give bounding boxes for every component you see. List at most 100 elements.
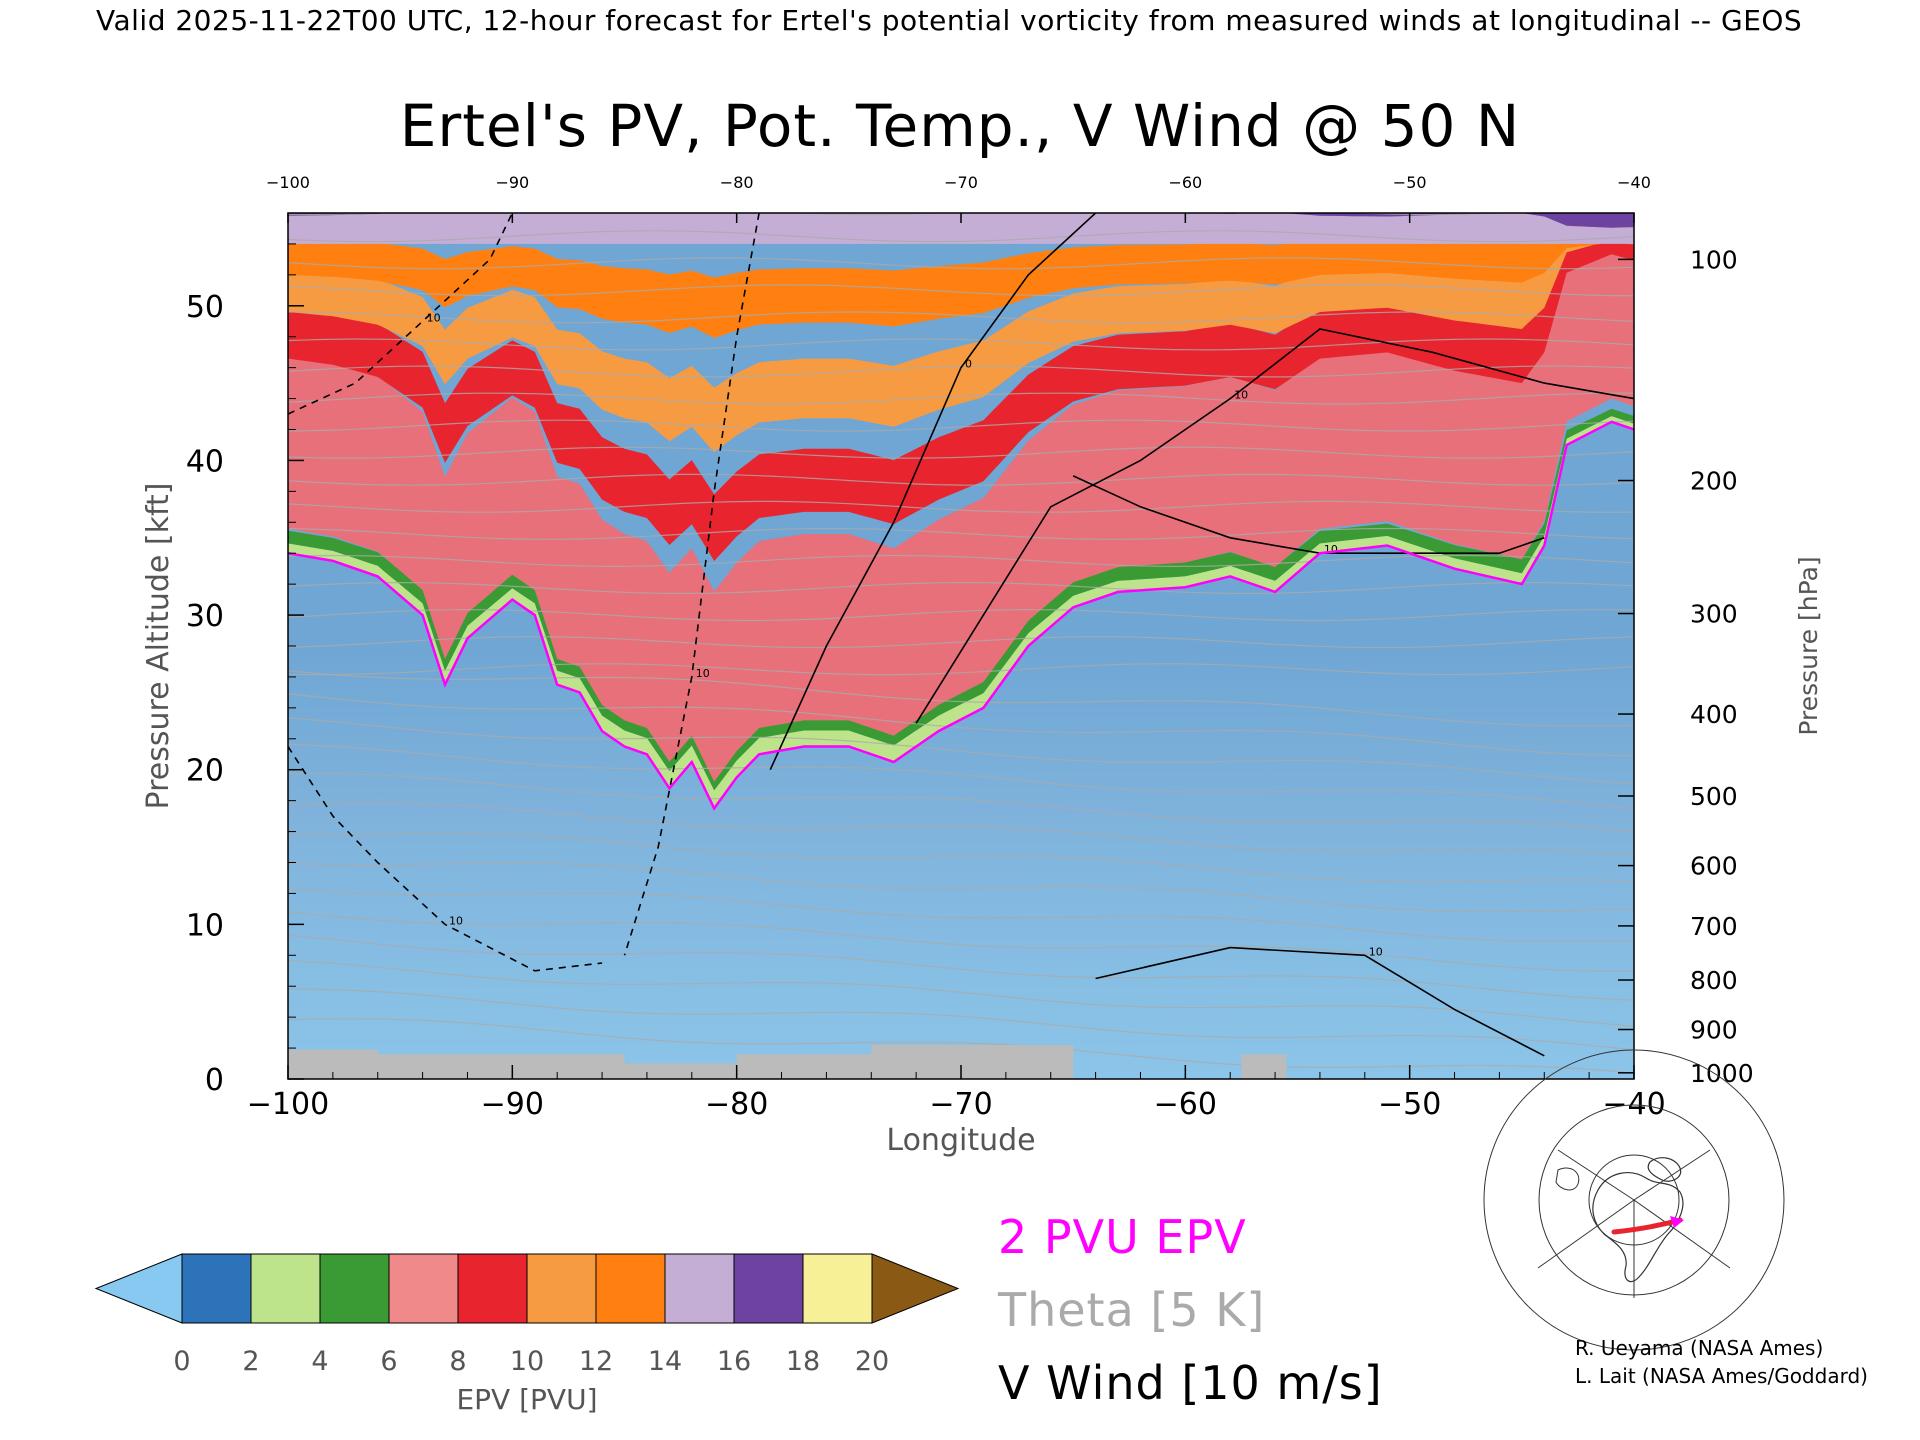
pv-band-6 (288, 213, 1634, 244)
colorbar-segment (181, 1253, 252, 1324)
theta-isentrope (288, 311, 1634, 324)
x-tick-label: −80 (705, 1087, 768, 1122)
theta-isentrope (288, 743, 1634, 810)
legend-2pvu: 2 PVU EPV (998, 1210, 1247, 1264)
theta-isentrope (288, 392, 1634, 405)
colorbar-segment (802, 1253, 873, 1324)
colorbar-tick-label: 4 (311, 1346, 328, 1377)
v-wind-contour-label: 10 (449, 914, 463, 927)
colorbar-tick-label: 0 (173, 1346, 190, 1377)
v-wind-contour (769, 213, 1097, 771)
colorbar-segment (595, 1253, 666, 1324)
theta-isentrope (288, 862, 1634, 913)
credit-lait: L. Lait (NASA Ames/Goddard) (1575, 1364, 1868, 1388)
v-wind-contour-label: 10 (427, 311, 441, 324)
colorbar-tick-label: 2 (242, 1346, 259, 1377)
theta-isentrope (288, 772, 1634, 833)
x-top-tick-label: −70 (944, 173, 978, 192)
legend-v-wind: V Wind [10 m/s] (998, 1356, 1383, 1410)
theta-isentrope (288, 832, 1634, 883)
v-wind-contour-label: 10 (1324, 543, 1338, 556)
theta-isentrope (288, 500, 1634, 513)
theta-isentrope (288, 338, 1634, 351)
v-wind-contour (623, 213, 760, 956)
theta-isentrope (288, 911, 1634, 972)
colorbar-segment (526, 1253, 597, 1324)
pv-band-4 (288, 213, 1634, 453)
colorbar-tick-label: 14 (648, 1346, 682, 1377)
theta-isentrope (288, 582, 1634, 594)
theta-isentrope (288, 527, 1634, 540)
theta-isentrope (288, 230, 1634, 243)
x-tick-label: −50 (1378, 1087, 1441, 1122)
pv-band-3 (288, 213, 1634, 561)
theta-isentrope (288, 636, 1634, 649)
x-top-tick-label: −100 (266, 173, 310, 192)
colorbar-tick-label: 18 (786, 1346, 820, 1377)
chart-title: Ertel's PV, Pot. Temp., V Wind @ 50 N (399, 92, 1521, 160)
v-wind-contour-label: 10 (1234, 389, 1248, 402)
x-axis-label: Longitude (886, 1123, 1035, 1158)
inset-map (1483, 1049, 1785, 1351)
theta-isentrope (288, 419, 1634, 432)
y-tick-label: 10 (186, 908, 224, 943)
x-top-tick-label: −80 (720, 173, 754, 192)
v-wind-contour-label: 0 (965, 358, 972, 371)
theta-isentrope (288, 554, 1634, 568)
terrain-mask (288, 1045, 1634, 1079)
x-top-tick-label: −60 (1168, 173, 1202, 192)
colorbar-segment (664, 1253, 735, 1324)
v-wind-contour-label: 10 (1369, 945, 1383, 958)
x-top-tick-label: −40 (1617, 173, 1651, 192)
pressure-tick-label: 600 (1690, 852, 1738, 881)
colorbar-segment (457, 1253, 528, 1324)
tropopause-2pvu-contour (288, 420, 1634, 811)
pressure-tick-label: 400 (1690, 700, 1738, 729)
x-tick-label: −90 (481, 1087, 544, 1122)
theta-isentrope (288, 446, 1634, 459)
colorbar-segment (250, 1253, 321, 1324)
theta-isentrope (288, 257, 1634, 270)
colorbar-over-arrow (871, 1253, 960, 1324)
colorbar-tick-label: 8 (449, 1346, 466, 1377)
pressure-axis-label: Pressure [hPa] (1794, 556, 1823, 735)
colorbar-segment (319, 1253, 390, 1324)
colorbar-tick-label: 10 (510, 1346, 544, 1377)
v-wind-contour (288, 746, 603, 972)
pressure-tick-label: 300 (1690, 600, 1738, 629)
y-tick-label: 40 (186, 444, 224, 479)
y-tick-label: 20 (186, 754, 224, 789)
theta-isentrope (288, 717, 1634, 785)
pressure-tick-label: 200 (1690, 467, 1738, 496)
pv-band-5 (288, 219, 1634, 338)
colorbar-under-arrow (94, 1253, 183, 1324)
colorbar-segment (388, 1253, 459, 1324)
colorbar-tick-label: 16 (717, 1346, 751, 1377)
pv-band-7 (288, 213, 1634, 228)
y-axis-label: Pressure Altitude [kft] (141, 483, 176, 810)
theta-isentrope (288, 609, 1634, 622)
theta-isentrope (288, 802, 1634, 856)
theta-isentrope (288, 150, 1634, 161)
theta-isentrope (288, 670, 1634, 727)
x-tick-label: −60 (1154, 1087, 1217, 1122)
legend-theta: Theta [5 K] (998, 1283, 1266, 1337)
theta-isentrope (288, 888, 1634, 942)
pressure-tick-label: 1000 (1690, 1059, 1754, 1088)
theta-isentrope (288, 284, 1634, 297)
colorbar-tick-label: 12 (579, 1346, 613, 1377)
colorbar: 0 2 4 6 8 10 12 14 16 18 20 EPV [PVU] (94, 1253, 960, 1416)
theta-isentrope (288, 473, 1634, 486)
v-wind-contour (1095, 946, 1545, 1057)
theta-isentrope (288, 693, 1634, 757)
colorbar-tick-label: 6 (380, 1346, 397, 1377)
colorbar-tick-label: 20 (855, 1346, 889, 1377)
x-top-tick-label: −90 (495, 173, 529, 192)
x-tick-label: −70 (929, 1087, 992, 1122)
credit-ueyama: R. Ueyama (NASA Ames) (1575, 1336, 1824, 1360)
y-tick-label: 0 (205, 1063, 224, 1098)
colorbar-label: EPV [PVU] (456, 1383, 597, 1416)
forecast-header: Valid 2025-11-22T00 UTC, 12-hour forecas… (96, 4, 1803, 37)
y-tick-label: 30 (186, 599, 224, 634)
